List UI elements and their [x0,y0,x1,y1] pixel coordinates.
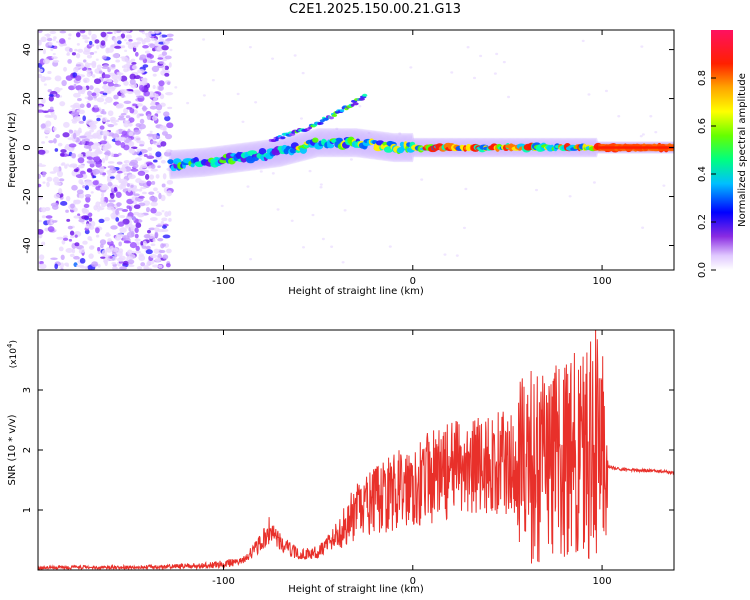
spectrogram-y-tick-label-0: -40 [22,237,33,253]
colorbar-tick-label-1: 0.2 [697,214,708,230]
colorbar-ticks: 0.0 0.2 0.4 0.6 0.8 [697,70,716,278]
snr-x-ticks: -100 0 100 [212,330,612,587]
snr-scale-base: (x10 [9,348,19,369]
snr-panel: -100 0 100 1 2 3 Height of straight line (km… [6,329,675,595]
spectrogram-x-label: Height of straight line (km) [288,286,424,297]
spectrogram-panel: -100 0 100 -40 -20 0 20 40 Height of straight … [7,29,675,297]
spectrogram-x-tick-label-0: -100 [212,276,235,287]
snr-y-tick-label-0: 1 [22,507,33,513]
spectrogram-x-tick-label-1: 0 [410,276,416,287]
snr-x-tick-label-1: 0 [410,576,416,587]
colorbar-tick-label-3: 0.6 [697,118,708,134]
snr-x-label: Height of straight line (km) [288,584,424,595]
colorbar-gradient [711,30,733,270]
spectrogram-y-tick-label-3: 20 [22,92,33,105]
colorbar-tick-label-2: 0.4 [697,166,708,182]
spectrogram-x-tick-label-2: 100 [593,276,612,287]
colorbar-label: Normalized spectral amplitude [737,73,748,227]
snr-x-tick-label-2: 100 [593,576,612,587]
spectrogram-y-tick-label-1: -20 [22,188,33,204]
figure-title: C2E1.2025.150.00.21.G13 [288,2,462,17]
snr-x-tick-label-0: -100 [212,576,235,587]
snr-y-ticks: 1 2 3 [22,387,674,513]
colorbar-tick-label-4: 0.8 [697,70,708,86]
colorbar-tick-label-0: 0.0 [697,262,708,278]
spectrogram-y-tick-label-2: 0 [22,144,33,150]
colorbar: 0.0 0.2 0.4 0.6 0.8 Normalized spectral ampl… [697,30,748,278]
spectrogram-frame [37,29,675,271]
spectrogram-y-tick-label-4: 40 [22,43,33,56]
snr-y-tick-label-2: 3 [22,387,33,393]
snr-y-label: SNR (10 * v/v) [7,414,18,485]
snr-scale-label: (x104) [6,340,19,368]
snr-scale-exp: 4 [6,343,14,348]
spectrogram-y-label: Frequency (Hz) [7,112,18,188]
spectrogram-y-ticks: -40 -20 0 20 40 [22,43,674,254]
spectrogram-x-ticks: -100 0 100 [212,30,612,287]
snr-series-line [38,330,674,570]
spectrogram-image [38,30,674,270]
snr-y-tick-label-1: 2 [22,447,33,453]
svg-text:(x104): (x104) [6,340,19,368]
